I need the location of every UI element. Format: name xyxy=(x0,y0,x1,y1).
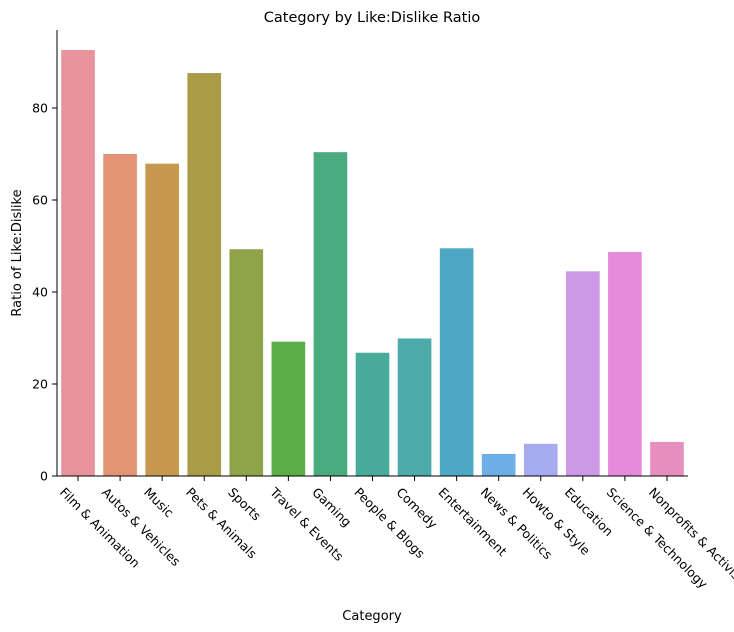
y-tick-label-4: 80 xyxy=(32,101,48,116)
x-axis-label: Category xyxy=(342,609,402,624)
bar-13 xyxy=(608,251,642,476)
bar-3 xyxy=(187,73,222,476)
bar-14 xyxy=(650,441,684,476)
bar-0 xyxy=(61,50,95,476)
y-axis-label: Ratio of Like:Dislike xyxy=(10,189,25,316)
x-tick-label-2: Music xyxy=(141,485,177,521)
bar-7 xyxy=(355,352,390,476)
y-ticks: 0 20 40 60 80 xyxy=(32,101,57,484)
bar-4 xyxy=(229,249,264,476)
x-tick-label-4: Sports xyxy=(225,485,264,524)
x-tick-label-0: Film & Animation xyxy=(57,485,143,571)
y-tick-label-0: 0 xyxy=(40,469,48,484)
bar-10 xyxy=(481,453,516,476)
x-tick-label-1: Autos & Vehicles xyxy=(99,485,183,569)
bar-6 xyxy=(313,152,348,476)
bar-11 xyxy=(523,443,558,476)
bar-8 xyxy=(397,338,432,476)
bar-5 xyxy=(271,341,306,476)
y-tick-label-3: 60 xyxy=(32,193,48,208)
bars xyxy=(61,50,684,476)
bar-1 xyxy=(103,154,137,476)
bar-2 xyxy=(145,163,179,476)
x-tick-label-5: Travel & Events xyxy=(267,484,347,564)
bar-12 xyxy=(566,271,600,476)
chart-title: Category by Like:Dislike Ratio xyxy=(264,10,481,26)
x-tick-label-10: News & Politics xyxy=(478,485,556,563)
y-tick-label-2: 40 xyxy=(32,285,48,300)
y-tick-label-1: 20 xyxy=(32,377,48,392)
bar-9 xyxy=(439,248,474,476)
